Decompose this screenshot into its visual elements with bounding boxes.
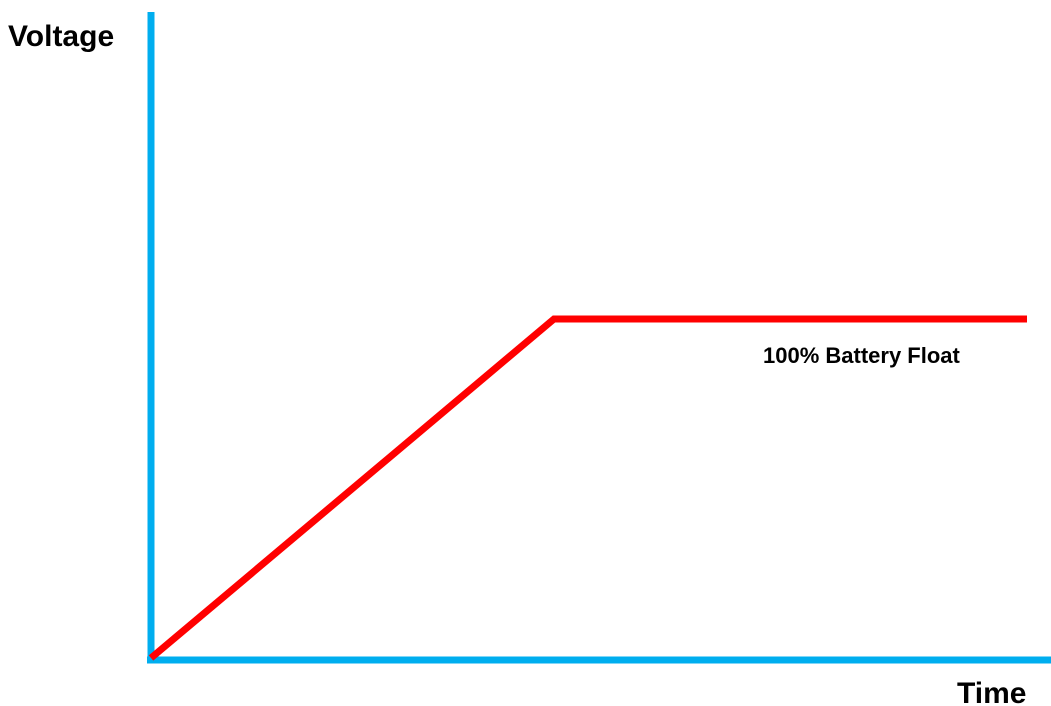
x-axis-label: Time [957, 677, 1026, 706]
battery-float-annotation: 100% Battery Float [763, 343, 961, 368]
series-layer [148, 315, 1027, 661]
voltage-series-line [148, 315, 1027, 661]
y-axis-label: Voltage [8, 20, 114, 53]
